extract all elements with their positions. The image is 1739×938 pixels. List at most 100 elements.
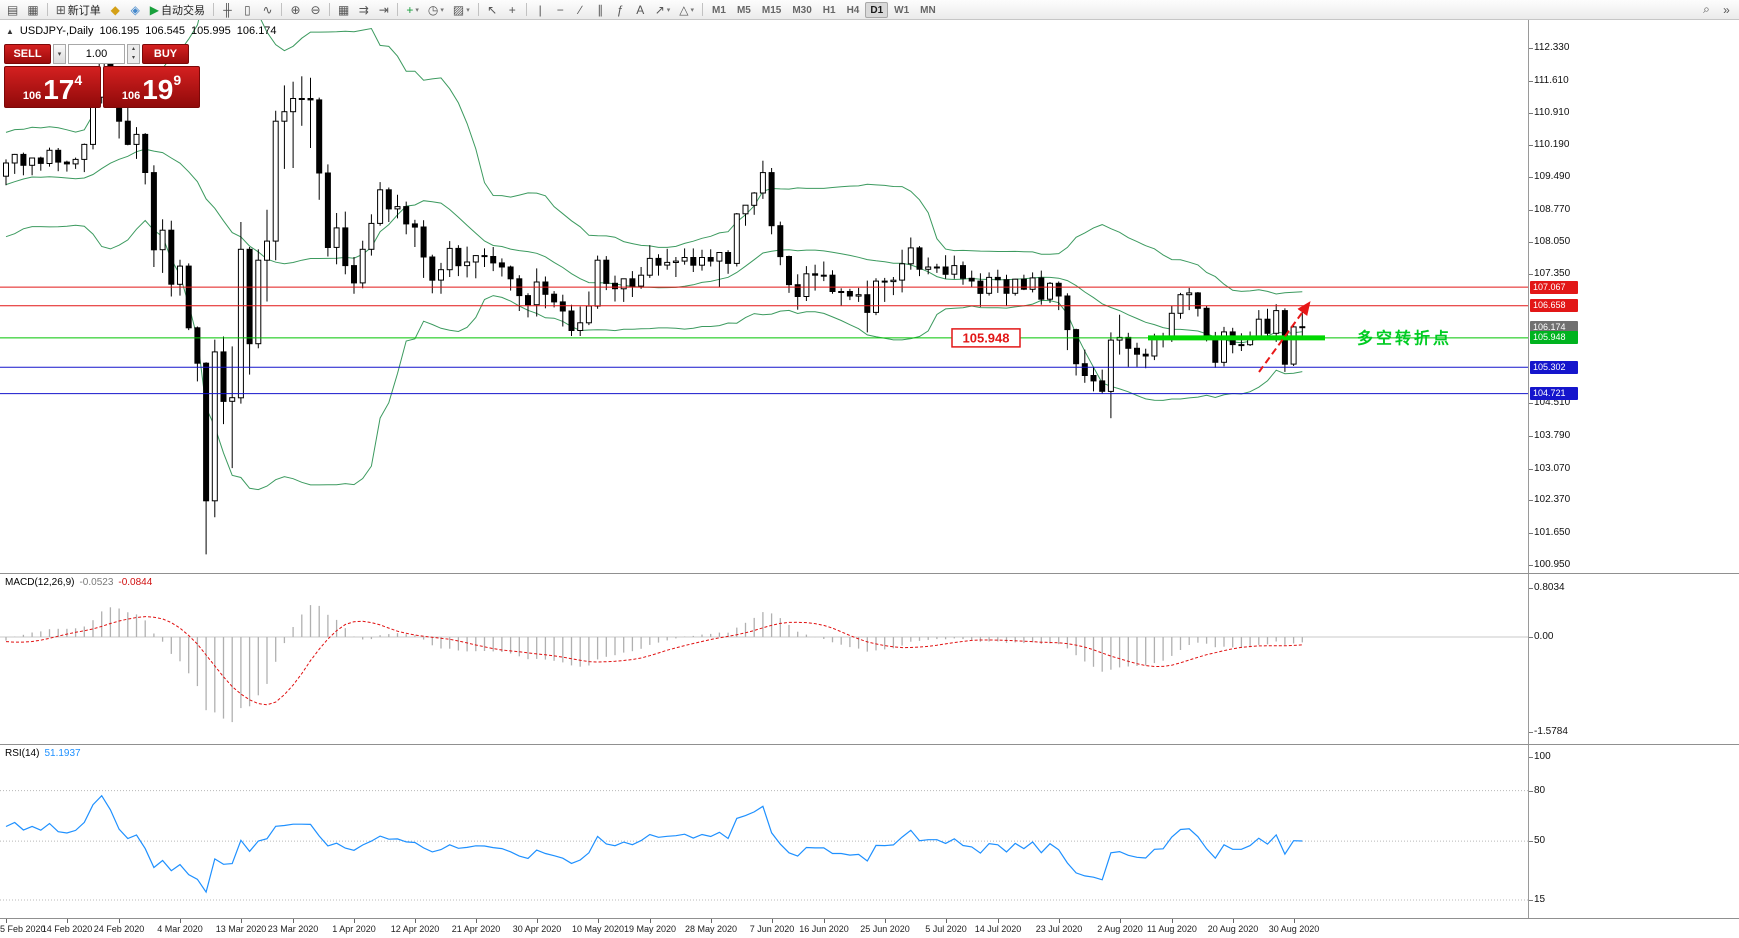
fibonacci-icon: ƒ (616, 2, 624, 17)
toolbar-overflow-icon[interactable]: » (1723, 2, 1730, 17)
caret-down-icon: ▾ (440, 6, 444, 14)
price-tag: 105.302 (1530, 360, 1578, 374)
new-order-window-icon: ▤ (7, 2, 19, 17)
price-scale-label: 108.770 (1534, 203, 1571, 215)
horizontal-line-icon[interactable]: − (551, 1, 570, 19)
autotrade-button: ▶ (149, 2, 159, 17)
price-label-box[interactable] (951, 328, 1021, 348)
candles-chart-icon[interactable]: ▯ (238, 1, 257, 19)
toolbar-separator (702, 3, 704, 16)
toolbar-separator (212, 3, 214, 16)
metaeditor-icon[interactable]: ◆ (106, 1, 125, 19)
fibonacci-icon[interactable]: ƒ (611, 1, 630, 19)
arrows-icon[interactable]: ↗ ▾ (651, 1, 675, 19)
timeframe-button-w1[interactable]: W1 (894, 4, 910, 16)
time-axis-tick (1059, 919, 1060, 923)
timeframe-button-h1[interactable]: H1 (822, 4, 836, 16)
zoom-in-icon[interactable]: ⊕ (286, 1, 305, 19)
buy-price[interactable]: 106 19 9 (103, 66, 200, 108)
scale-tick (1529, 112, 1533, 114)
price-scale-label: 108.050 (1534, 236, 1571, 248)
time-axis-label: 12 Apr 2020 (390, 924, 440, 934)
pane-separator[interactable] (0, 744, 1739, 745)
time-axis-tick (650, 919, 651, 923)
time-axis-tick (1120, 919, 1121, 923)
time-axis-label: 30 Aug 2020 (1268, 924, 1320, 934)
timeframe-button-m15[interactable]: M15 (761, 4, 782, 16)
rsi-pane[interactable] (0, 745, 1528, 918)
one-click-toggle-icon[interactable]: ▲ (6, 26, 14, 36)
cursor-icon[interactable]: ↖ (483, 1, 502, 19)
scale-tick (1529, 732, 1533, 734)
volume-up-icon[interactable]: ▴ (131, 46, 135, 52)
time-axis-label: 21 Apr 2020 (451, 924, 501, 934)
new-order-button: ⊞ (55, 2, 66, 17)
time-axis-label: 19 May 2020 (623, 924, 677, 934)
new-order-button[interactable]: ⊞ 新订单 (52, 1, 105, 19)
cursor-icon: ↖ (487, 2, 498, 17)
scale-tick (1529, 80, 1533, 82)
main-chart[interactable]: 105.948 多空转折点 (0, 20, 1528, 573)
buy-button[interactable]: BUY (142, 44, 189, 64)
sell-button[interactable]: SELL (4, 44, 51, 64)
templates-icon[interactable]: ▨ ▾ (449, 1, 474, 19)
time-axis[interactable]: 5 Feb 2020 14 Feb 2020 24 Feb 2020 4 Mar 20… (0, 919, 1739, 938)
price-scale[interactable]: 112.330 111.610 110.910 110.190 109.490 108.7… (1528, 20, 1739, 938)
tile-windows-icon[interactable]: ▦ (334, 1, 353, 19)
scale-tick (1529, 435, 1533, 437)
chart-window-icon[interactable]: ▦ (23, 1, 42, 19)
turning-point-label[interactable]: 多空转折点 (1357, 328, 1452, 347)
templates-icon: ▨ (452, 2, 465, 17)
price-scale-label: 104.510 (1534, 397, 1571, 409)
new-order-window-icon[interactable]: ▤ (3, 1, 22, 19)
price-tag: 106.658 (1530, 299, 1578, 313)
price-tag: 106.174 (1530, 321, 1578, 335)
zoom-out-icon[interactable]: ⊖ (306, 1, 325, 19)
sell-price[interactable]: 106 17 4 (4, 66, 101, 108)
bars-chart-icon[interactable]: ╫ (218, 1, 237, 19)
scripts-icon[interactable]: ◈ (126, 1, 145, 19)
trendline-icon[interactable]: ∕ (571, 1, 590, 19)
trend-arrow-object[interactable] (1258, 301, 1311, 373)
line-chart-icon[interactable]: ∿ (258, 1, 277, 19)
candles-layer (3, 53, 1306, 555)
text-icon[interactable]: A (631, 1, 650, 19)
rsi-scale-label: 80 (1534, 784, 1546, 796)
chart-shift-icon[interactable]: ⇥ (374, 1, 393, 19)
time-axis-tick (293, 919, 294, 923)
search-icon[interactable]: ⌕ (1703, 2, 1710, 16)
buy-price-prefix: 106 (121, 90, 141, 102)
time-axis-tick (1172, 919, 1173, 923)
volume-input[interactable] (68, 44, 125, 64)
timeframe-button-mn[interactable]: MN (920, 4, 936, 16)
scale-tick (1529, 274, 1533, 276)
price-scale-label: 101.650 (1534, 527, 1571, 539)
macd-name: MACD(12,26,9) (5, 577, 75, 588)
symbol-title: USDJPY-,Daily (19, 25, 94, 37)
shapes-icon[interactable]: △ ▾ (675, 1, 698, 19)
timeframe-button-m5[interactable]: M5 (736, 4, 751, 16)
macd-pane[interactable] (0, 574, 1528, 744)
volume-down-icon[interactable]: ▾ (131, 55, 135, 61)
autotrade-button[interactable]: ▶ 自动交易 (146, 1, 209, 19)
caret-down-icon: ▾ (466, 6, 470, 14)
price-scale-label: 112.330 (1534, 42, 1570, 54)
timeframe-button-m30[interactable]: M30 (792, 4, 812, 16)
timeframe-button-h4[interactable]: H4 (846, 4, 860, 16)
pane-separator[interactable] (0, 573, 1739, 574)
vertical-line-icon[interactable]: | (531, 1, 550, 19)
volume-stepper[interactable]: ▴ ▾ (127, 44, 140, 64)
periods-icon[interactable]: ◷ ▾ (424, 1, 448, 19)
auto-scroll-icon[interactable]: ⇉ (354, 1, 373, 19)
channel-icon[interactable]: ∥ (591, 1, 610, 19)
time-axis-tick (67, 919, 68, 923)
crosshair-icon[interactable]: + (503, 1, 522, 19)
time-axis-label: 11 Aug 2020 (1147, 924, 1197, 934)
indicators-icon[interactable]: + ▾ (402, 1, 423, 19)
volume-dropdown-button[interactable]: ▾ (53, 44, 66, 64)
scale-tick (1529, 757, 1533, 758)
price-scale-label: 103.070 (1534, 462, 1571, 474)
timeframe-button-d1[interactable]: D1 (865, 1, 889, 18)
periods-icon: ◷ (427, 2, 439, 17)
timeframe-button-m1[interactable]: M1 (712, 4, 726, 16)
